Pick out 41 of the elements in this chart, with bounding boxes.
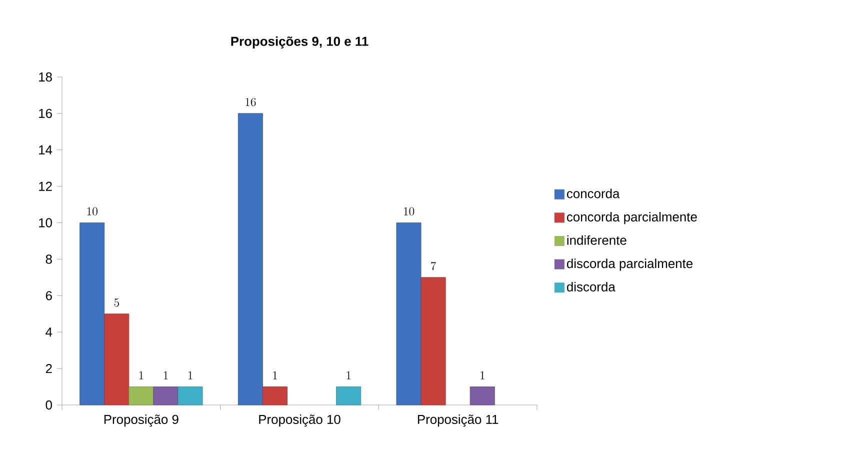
x-tick-label: Proposição 10: [259, 414, 340, 427]
data-label: 1: [480, 371, 484, 380]
bar: [420, 277, 446, 406]
bar: [153, 386, 178, 406]
y-tick-label: 2: [46, 364, 52, 374]
y-tick-label: 6: [46, 291, 52, 300]
data-label: 7: [431, 262, 436, 270]
legend-label: concorda parcialmente: [566, 212, 697, 224]
legend-label: concorda: [566, 188, 620, 198]
bar: [178, 386, 203, 406]
bar: [128, 386, 154, 406]
y-tick-label: 16: [39, 108, 52, 118]
y-tick-label: 4: [46, 328, 52, 337]
data-label: 1: [139, 371, 144, 380]
y-tick-label: 0: [46, 400, 52, 410]
data-label: 10: [87, 207, 98, 216]
legend-label: discorda: [566, 282, 616, 292]
bar: [238, 113, 263, 406]
chart-title: Proposições 9, 10 e 11: [231, 36, 368, 48]
bar: [396, 222, 422, 406]
data-label: 1: [164, 371, 168, 380]
data-label: 10: [404, 207, 414, 216]
bar: [262, 386, 288, 406]
y-tick-label: 18: [39, 72, 52, 82]
y-tick-label: 10: [39, 218, 52, 228]
y-tick-label: 8: [46, 254, 52, 264]
y-tick-label: 14: [39, 145, 52, 154]
y-tick-label: 12: [39, 182, 52, 191]
bar: [104, 314, 130, 406]
data-label: 1: [273, 371, 277, 380]
bar: [470, 386, 495, 406]
data-label: 1: [188, 371, 192, 380]
x-tick-label: Proposição 9: [104, 414, 178, 427]
data-label: 16: [246, 98, 256, 106]
legend-label: discorda parcialmente: [566, 258, 693, 271]
legend-label: indiferente: [567, 235, 626, 245]
bar: [336, 386, 362, 406]
bar: [80, 222, 105, 406]
x-tick-label: Proposição 11: [418, 414, 498, 427]
data-label: 1: [346, 371, 351, 380]
data-label: 5: [114, 298, 119, 307]
